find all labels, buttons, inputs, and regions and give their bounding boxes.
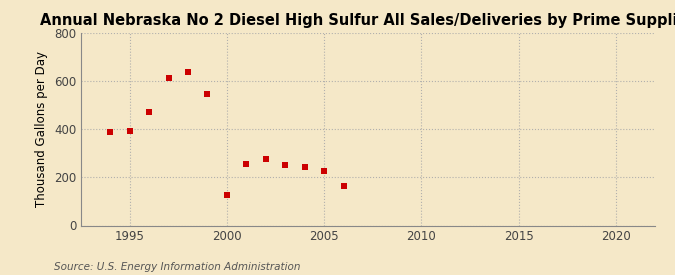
Point: [144, 110, 155, 115]
Point: [338, 184, 349, 188]
Point: [105, 130, 115, 134]
Text: Source: U.S. Energy Information Administration: Source: U.S. Energy Information Administ…: [54, 262, 300, 272]
Point: [163, 75, 174, 80]
Y-axis label: Thousand Gallons per Day: Thousand Gallons per Day: [35, 51, 49, 207]
Point: [319, 169, 329, 174]
Point: [241, 162, 252, 166]
Point: [202, 92, 213, 97]
Point: [182, 69, 193, 74]
Title: Annual Nebraska No 2 Diesel High Sulfur All Sales/Deliveries by Prime Supplier: Annual Nebraska No 2 Diesel High Sulfur …: [40, 13, 675, 28]
Point: [299, 164, 310, 169]
Point: [261, 157, 271, 161]
Point: [124, 129, 135, 133]
Point: [221, 193, 232, 198]
Point: [280, 163, 291, 167]
